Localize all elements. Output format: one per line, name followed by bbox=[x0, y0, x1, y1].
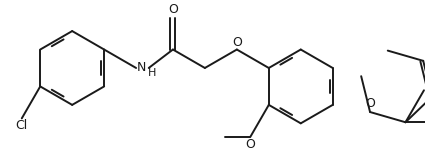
Text: O: O bbox=[233, 36, 242, 48]
Text: N: N bbox=[137, 61, 147, 74]
Text: Cl: Cl bbox=[16, 119, 28, 132]
Text: O: O bbox=[365, 97, 375, 110]
Text: H: H bbox=[148, 68, 156, 78]
Text: O: O bbox=[168, 3, 178, 16]
Text: O: O bbox=[245, 138, 255, 151]
